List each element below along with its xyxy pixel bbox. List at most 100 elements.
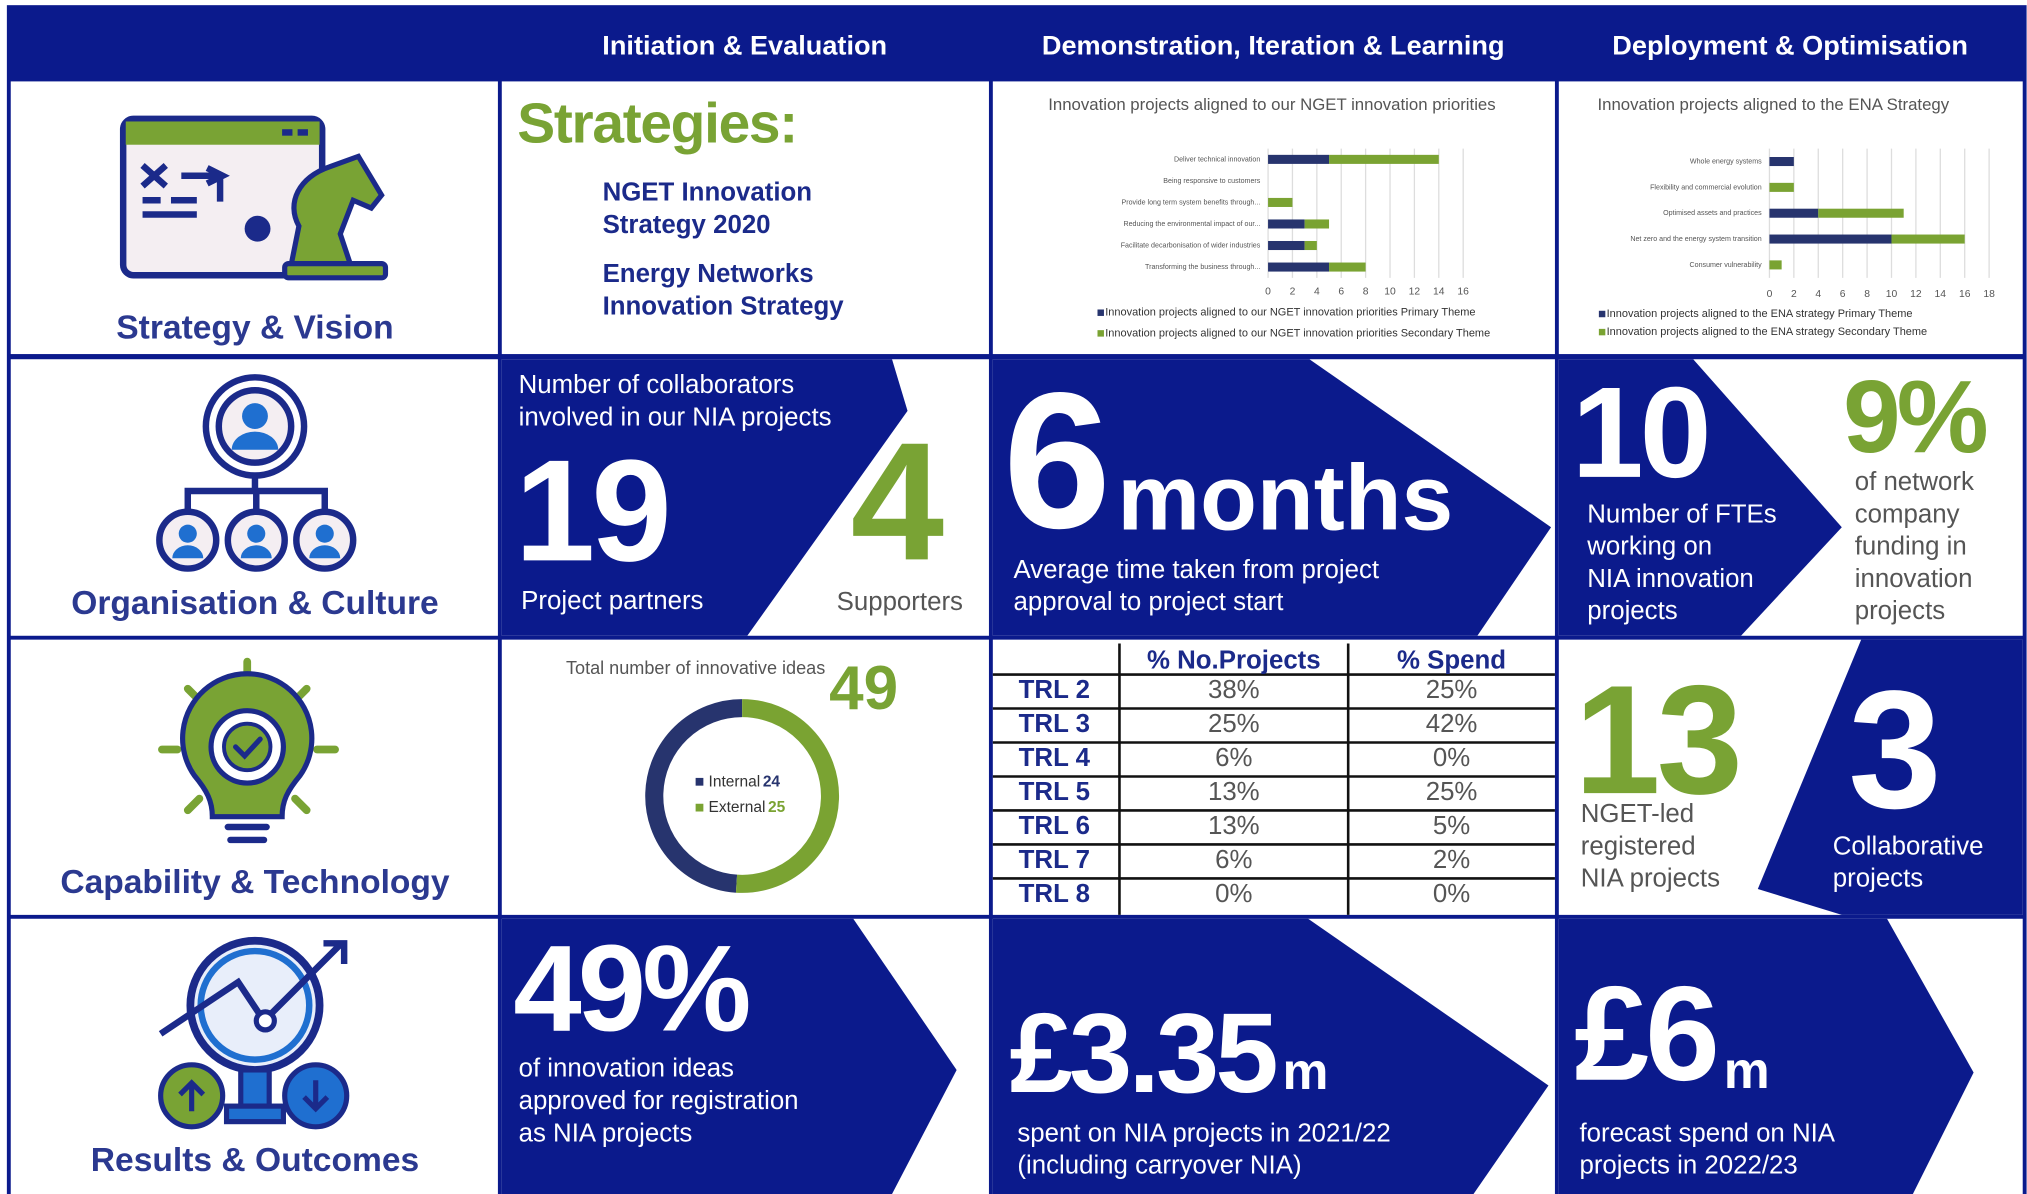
collaborative-number: 3	[1848, 655, 1938, 843]
legend-value: 24	[763, 773, 781, 790]
row-label: Strategy & Vision	[116, 310, 393, 347]
x-tick-label: 16	[1959, 289, 1971, 300]
capability-icon	[158, 657, 339, 844]
chart-title: Innovation projects aligned to our NGET …	[1048, 95, 1495, 114]
x-tick-label: 0	[1767, 289, 1773, 300]
approved-text: approved for registration	[519, 1087, 799, 1115]
strategy-icon	[119, 115, 389, 281]
ftes-number-value: 10	[1572, 361, 1708, 505]
column-header: Demonstration, Iteration & Learning	[1042, 30, 1505, 61]
bar	[1268, 219, 1305, 229]
approved-text: of innovation ideas	[519, 1055, 734, 1083]
funding-number-value: 9%	[1843, 358, 1987, 474]
legend-label: Internal	[709, 773, 761, 790]
strategy-item: Innovation Strategy	[603, 292, 845, 320]
supporters-number: 4	[851, 407, 944, 595]
x-tick-label: 12	[1409, 287, 1421, 298]
x-tick-label: 4	[1815, 289, 1821, 300]
table-row-label: TRL 3	[1019, 710, 1090, 738]
ftes-text: Number of FTEs	[1587, 500, 1776, 528]
ftes-number: 10	[1572, 361, 1708, 505]
registered-number-value: 13	[1574, 653, 1739, 826]
table-row-label: TRL 4	[1019, 744, 1091, 772]
forecast-text: projects in 2022/23	[1579, 1152, 1797, 1180]
bar	[1769, 157, 1794, 167]
bar	[1891, 234, 1965, 244]
funding-text: funding in	[1855, 533, 1967, 561]
legend-swatch	[695, 777, 704, 786]
table-cell: 13%	[1208, 778, 1260, 806]
table-cell: 6%	[1215, 846, 1252, 874]
x-tick-label: 0	[1265, 287, 1271, 298]
strategy-item: NGET Innovation	[603, 179, 812, 207]
funding-text: innovation	[1855, 565, 1973, 593]
category-label: Flexibility and commercial evolution	[1650, 183, 1762, 191]
x-tick-label: 8	[1363, 287, 1369, 298]
table-row-label: TRL 8	[1019, 880, 1090, 908]
x-tick-label: 6	[1840, 289, 1846, 300]
row-label: Capability & Technology	[60, 864, 450, 901]
forecast-number-value: £6	[1574, 959, 1716, 1109]
donut-segment	[645, 699, 743, 893]
strategies-title: Strategies:	[517, 93, 797, 156]
table-cell: 25%	[1426, 778, 1478, 806]
strategy-item: Strategy 2020	[603, 211, 771, 239]
collaborative-text: projects	[1833, 865, 1923, 893]
bar	[1769, 234, 1892, 244]
spent-text: (including carryover NIA)	[1017, 1152, 1301, 1180]
forecast-number-unit: m	[1724, 1041, 1770, 1099]
category-label: Being responsive to customers	[1163, 177, 1260, 185]
supporters-number-value: 4	[851, 407, 944, 595]
spent-text: spent on NIA projects in 2021/22	[1017, 1119, 1390, 1147]
legend-swatch	[1598, 310, 1606, 318]
partners-number: 19	[515, 429, 668, 591]
chart-title: Innovation projects aligned to the ENA S…	[1597, 95, 1949, 114]
table-cell: 0%	[1433, 744, 1470, 772]
table-cell: 0%	[1215, 880, 1252, 908]
bar	[1268, 197, 1293, 207]
time-number-unit: months	[1117, 446, 1453, 550]
table-row-label: TRL 7	[1019, 846, 1090, 874]
funding-text: of network	[1855, 468, 1974, 496]
bar	[1329, 262, 1366, 272]
table-cell: 6%	[1215, 744, 1252, 772]
ftes-text: NIA innovation	[1587, 565, 1754, 593]
legend-swatch	[1097, 330, 1104, 337]
table-cell: 42%	[1426, 710, 1478, 738]
bar	[1268, 154, 1330, 164]
ftes-text: projects	[1587, 597, 1677, 625]
legend-label: Innovation projects aligned to our NGET …	[1105, 327, 1490, 339]
funding-text: company	[1855, 500, 1960, 528]
approved-text: as NIA projects	[519, 1119, 693, 1147]
legend-swatch	[695, 803, 704, 812]
registered-text: NIA projects	[1581, 865, 1720, 893]
legend-label: Innovation projects aligned to our NGET …	[1105, 307, 1475, 319]
table-row-label: TRL 2	[1019, 676, 1090, 704]
table-header: % No.Projects	[1147, 646, 1321, 674]
forecast-number: £6 m	[1574, 959, 1769, 1109]
x-tick-label: 10	[1384, 287, 1396, 298]
x-tick-label: 12	[1910, 289, 1922, 300]
spent-number: £3.35 m	[1010, 990, 1329, 1117]
arrow-shapes	[501, 359, 2023, 1194]
category-label: Consumer vulnerability	[1690, 261, 1763, 269]
bar	[1818, 208, 1904, 218]
time-text: Average time taken from project	[1014, 556, 1380, 584]
strategy-item: Energy Networks	[603, 260, 814, 288]
bar	[1268, 240, 1305, 251]
approved-number: 49%	[513, 920, 748, 1057]
collaborative-number-value: 3	[1848, 655, 1938, 843]
donut-title: Total number of innovative ideas	[566, 658, 825, 678]
x-tick-label: 10	[1886, 289, 1898, 300]
approved-number-value: 49%	[513, 920, 748, 1057]
table-cell: 5%	[1433, 812, 1470, 840]
row-label: Results & Outcomes	[91, 1142, 419, 1179]
category-label: Deliver technical innovation	[1174, 155, 1260, 163]
supporters-label: Supporters	[837, 588, 963, 616]
table-row-label: TRL 6	[1019, 812, 1090, 840]
category-label: Transforming the business through...	[1145, 263, 1260, 271]
legend-label: Innovation projects aligned to the ENA s…	[1607, 308, 1913, 320]
legend-label: Innovation projects aligned to the ENA s…	[1607, 326, 1928, 338]
table-header: % Spend	[1397, 646, 1506, 674]
